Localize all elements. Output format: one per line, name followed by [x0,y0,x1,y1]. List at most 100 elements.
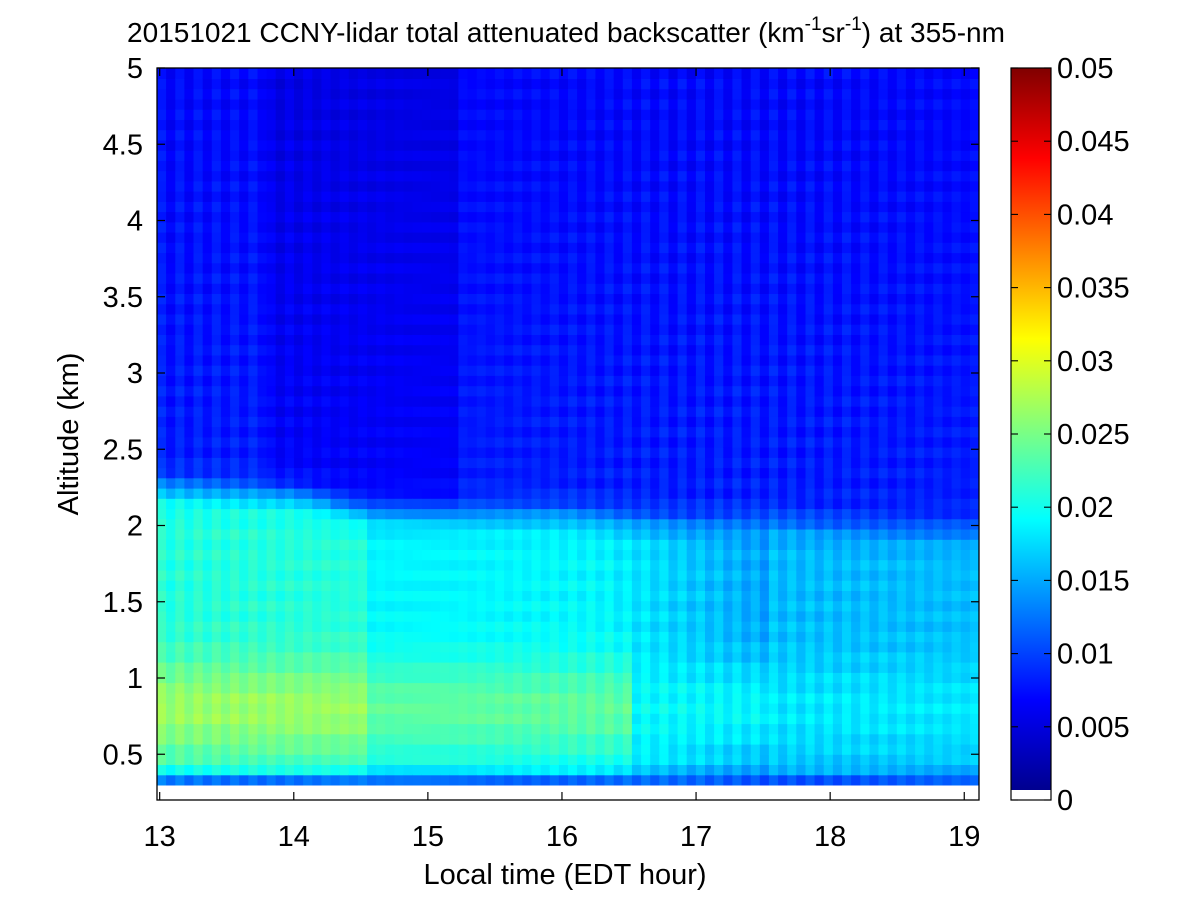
heatmap-cell [531,160,542,172]
heatmap-cell [732,682,743,694]
heatmap-cell [230,610,240,622]
heatmap-cell [604,334,615,346]
heatmap-cell [294,364,304,376]
heatmap-cell [284,88,295,100]
heatmap-cell [376,88,387,100]
heatmap-cell [586,283,597,294]
heatmap-cell [723,641,734,653]
heatmap-cell [677,641,688,653]
heatmap-cell [504,88,514,100]
heatmap-cell [759,303,770,315]
heatmap-cell [768,426,779,438]
heatmap-cell [376,303,387,315]
heatmap-cell [595,180,606,192]
heatmap-cell [659,733,670,745]
heatmap-cell [695,672,706,684]
heatmap-cell [540,590,551,602]
heatmap-cell [513,457,524,469]
heatmap-cell [613,334,624,346]
heatmap-cell [787,508,798,520]
heatmap-cell [494,344,505,356]
heatmap-cell [622,139,633,151]
heatmap-cell [568,109,578,120]
heatmap-cell [385,446,396,458]
heatmap-cell [166,109,176,120]
heatmap-cell [549,88,560,100]
heatmap-cell [376,272,387,284]
heatmap-cell [513,88,524,100]
heatmap-cell [403,569,414,581]
heatmap-cell [211,262,222,274]
heatmap-cell [741,68,752,79]
heatmap-cell [604,620,615,632]
heatmap-cell [184,508,195,520]
heatmap-cell [613,324,624,335]
heatmap-cell [193,252,204,264]
heatmap-cell [677,88,688,100]
heatmap-cell [686,528,697,540]
heatmap-cell [768,160,779,172]
heatmap-cell [659,252,670,264]
heatmap-cell [403,221,414,233]
heatmap-cell [805,723,816,735]
heatmap-cell [549,702,560,714]
heatmap-cell [394,385,405,397]
heatmap-cell [449,231,460,243]
heatmap-cell [376,672,387,684]
heatmap-cell [705,231,715,243]
heatmap-cell [641,303,651,315]
heatmap-cell [759,170,770,182]
heatmap-cell [166,364,176,376]
heatmap-cell [157,231,167,243]
heatmap-cell [303,221,313,233]
heatmap-cell [741,109,752,120]
heatmap-cell [695,242,706,254]
heatmap-cell [230,231,240,243]
heatmap-cell [622,723,633,735]
heatmap-cell [531,78,542,90]
heatmap-cell [558,620,569,632]
heatmap-cell [494,283,505,294]
heatmap-cell [412,539,423,550]
heatmap-cell [741,498,752,510]
heatmap-cell [485,743,496,755]
heatmap-cell [732,211,743,223]
heatmap-cell [759,549,770,561]
heatmap-cell [431,68,441,79]
heatmap-cell [741,549,752,561]
heatmap-cell [668,119,679,131]
heatmap-cell [230,436,240,448]
heatmap-cell [787,549,798,561]
heatmap-cell [157,774,167,786]
heatmap-cell [458,610,469,622]
heatmap-cell [604,590,615,602]
heatmap-cell [586,661,597,673]
heatmap-cell [458,620,469,632]
heatmap-cell [303,539,313,550]
heatmap-cell [787,498,798,510]
heatmap-cell [412,375,423,387]
heatmap-cell [705,334,715,346]
heatmap-cell [714,395,724,407]
heatmap-cell [230,723,240,735]
heatmap-cell [732,764,743,776]
heatmap-cell [732,620,743,632]
heatmap-cell [695,170,706,182]
heatmap-cell [275,590,286,602]
heatmap-cell [513,262,524,274]
heatmap-cell [586,334,597,346]
heatmap-cell [659,539,670,550]
heatmap-cell [357,364,368,376]
heatmap-cell [778,201,788,213]
heatmap-cell [522,590,533,602]
heatmap-cell [248,487,259,499]
heatmap-cell [348,580,359,591]
heatmap-cell [275,569,286,581]
heatmap-cell [677,733,688,745]
heatmap-cell [431,313,441,325]
heatmap-cell [705,446,715,458]
heatmap-cell [586,487,597,499]
heatmap-cell [558,180,569,192]
heatmap-cell [239,477,250,489]
heatmap-cell [768,774,779,786]
